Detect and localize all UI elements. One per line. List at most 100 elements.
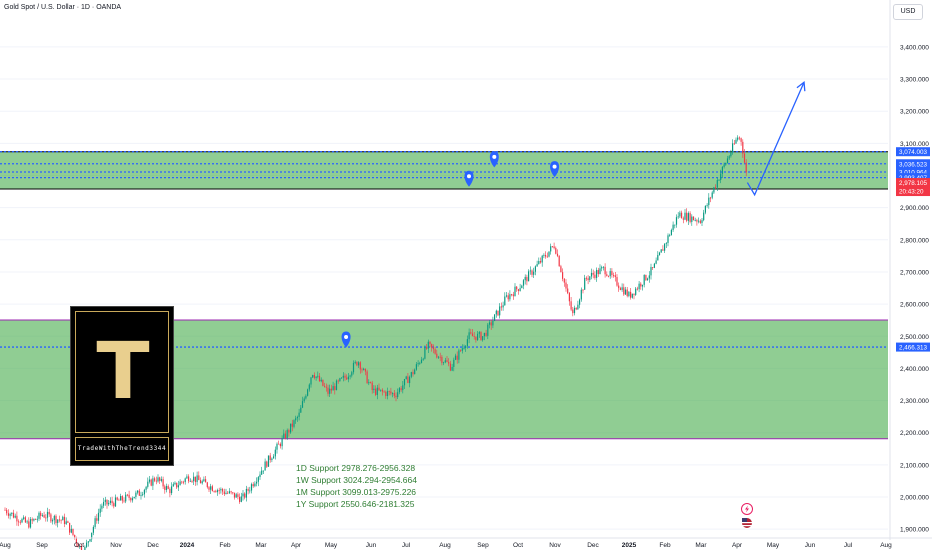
candle-body [728,156,730,159]
candle-body [720,173,722,180]
candle-body [264,461,266,471]
candle-body [184,478,186,482]
level-price-tag [896,342,930,352]
candle-body [33,518,35,521]
candle-body [607,275,610,277]
candle-body [167,486,169,489]
candle-body [534,266,536,272]
y-tick-label: 2,500.000 [900,334,929,341]
candle-body [419,362,421,364]
candle-body [453,359,455,367]
candle-body [599,268,601,275]
candle-body [70,528,72,533]
candle-body [550,246,552,252]
candle-body [424,347,426,359]
candle-body [590,272,593,277]
x-tick-label: Jun [805,542,816,549]
candle-body [143,489,145,495]
candle-body [441,356,443,363]
pin-marker-icon [550,161,560,178]
candle-body [543,255,545,256]
candle-body [126,494,128,496]
candle-body [332,386,334,391]
y-tick-label: 2,400.000 [900,366,929,373]
candle-body [216,490,219,493]
candle-body [417,363,419,365]
candle-body [308,384,310,390]
candle-body [223,491,225,495]
candle-body [174,482,176,485]
candle-body [157,477,159,482]
price-axis [890,0,932,550]
candle-body [704,205,706,213]
candle-body [497,310,499,316]
candle-body [475,336,477,341]
y-tick-label: 2,700.000 [900,269,929,276]
candle-body [65,521,67,525]
candle-body [670,229,672,236]
candle-body [284,433,287,439]
candle-body [108,502,110,505]
support-1m: 1M Support 3099.013-2975.226 [296,487,417,497]
candle-body [456,355,458,360]
candle-body [388,391,390,392]
candle-body [154,478,156,481]
candle-body [62,516,64,521]
candle-body [358,362,360,366]
x-tick-label: Apr [732,542,743,549]
candle-body [698,220,700,222]
candle-body [254,483,256,487]
candle-body [114,497,117,507]
candle-body [409,376,411,384]
candle-body [665,242,667,244]
candle-body [199,480,202,484]
candle-body [647,278,649,281]
candle-body [7,513,9,516]
candle-body [512,294,514,297]
candle-body [315,376,317,379]
candle-body [393,393,395,396]
candle-body [555,248,557,254]
candle-body [658,252,661,256]
candle-body [269,455,271,460]
candle-body [359,362,361,370]
candle-body [208,487,210,490]
candle-body [86,542,88,547]
candle-body [653,263,655,268]
candle-body [483,332,485,337]
candle-body [630,291,632,298]
candle-body [611,271,613,276]
candle-body [509,294,511,300]
logo-caption: TradeWithTheTrend3344 [75,437,169,461]
candle-body [12,512,15,518]
candle-body [301,401,304,408]
candle-body [745,162,747,173]
candle-body [592,272,594,275]
candle-body [470,332,472,334]
countdown-label: 20:43:20 [899,189,924,196]
candle-body [16,515,18,522]
candle-body [674,224,676,226]
candle-body [375,388,377,395]
candle-body [541,255,543,263]
candle-body [75,538,77,544]
candle-body [267,455,270,467]
candle-body [159,477,161,481]
candle-body [562,272,564,279]
candle-body [514,286,516,297]
candle-body [597,269,599,275]
candle-body [11,512,13,514]
symbol-title[interactable]: Gold Spot / U.S. Dollar · 1D · OANDA [4,4,122,11]
x-tick-label: Oct [74,542,84,549]
candle-body [366,371,368,384]
candle-body [449,363,451,371]
candle-body [312,375,314,378]
candle-body [137,490,139,493]
candle-body [699,220,701,223]
candle-body [259,474,261,478]
candle-body [522,280,525,286]
candle-body [383,391,385,393]
currency-selector[interactable]: USD [893,4,923,20]
